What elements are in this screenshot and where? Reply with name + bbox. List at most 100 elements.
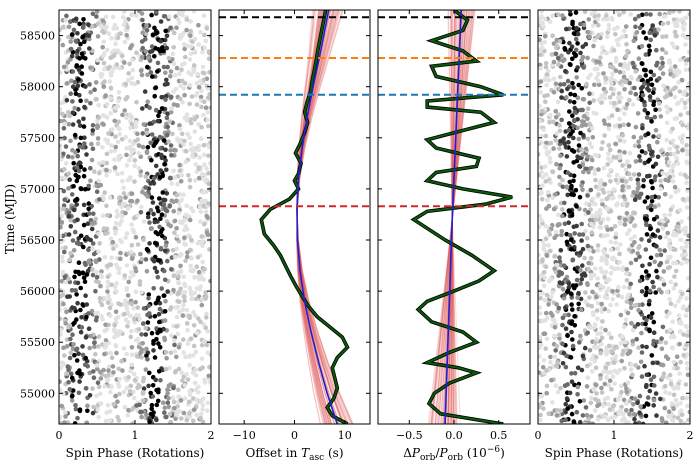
phase-point bbox=[589, 126, 595, 131]
phase-point bbox=[576, 301, 581, 307]
phase-point bbox=[115, 399, 120, 405]
phase-point bbox=[635, 111, 641, 116]
phase-point bbox=[114, 289, 119, 294]
phase-point bbox=[204, 26, 210, 31]
phase-point bbox=[139, 290, 144, 295]
phase-point bbox=[596, 13, 601, 18]
phase-point bbox=[666, 178, 671, 184]
phase-point bbox=[644, 344, 649, 350]
phase-point bbox=[588, 400, 594, 406]
phase-point bbox=[643, 35, 649, 41]
phase-point bbox=[95, 366, 100, 372]
phase-point bbox=[680, 395, 685, 401]
phase-point bbox=[678, 401, 683, 406]
phase-point bbox=[167, 411, 173, 417]
phase-point bbox=[679, 139, 685, 145]
phase-point bbox=[666, 243, 672, 249]
phase-point bbox=[539, 169, 544, 175]
phase-point bbox=[113, 343, 119, 348]
phase-point bbox=[79, 315, 84, 320]
phase-point bbox=[585, 363, 590, 369]
phase-point bbox=[60, 269, 66, 275]
phase-point bbox=[124, 152, 129, 158]
phase-point bbox=[154, 241, 159, 246]
phase-point bbox=[198, 94, 204, 100]
phase-point bbox=[91, 211, 96, 216]
phase-point bbox=[124, 146, 129, 151]
phase-point bbox=[642, 81, 647, 86]
phase-point bbox=[633, 363, 638, 368]
phase-point bbox=[587, 91, 592, 96]
phase-point bbox=[158, 39, 163, 44]
phase-point bbox=[168, 350, 174, 356]
phase-point bbox=[668, 194, 674, 200]
phase-point bbox=[557, 123, 562, 128]
phase-point bbox=[82, 135, 87, 140]
phase-point bbox=[619, 404, 624, 410]
phase-point bbox=[109, 255, 114, 261]
phase-point bbox=[624, 278, 630, 283]
phase-point bbox=[82, 279, 88, 285]
phase-point bbox=[61, 126, 67, 131]
phase-point bbox=[635, 177, 641, 183]
phase-point bbox=[648, 377, 654, 383]
phase-point bbox=[635, 186, 641, 191]
phase-point bbox=[591, 387, 597, 393]
phase-point bbox=[176, 366, 182, 372]
phase-point bbox=[74, 165, 80, 170]
phase-point bbox=[200, 419, 206, 424]
phase-point bbox=[131, 395, 137, 401]
phase-point bbox=[616, 91, 622, 96]
phase-point bbox=[632, 85, 637, 91]
phase-point bbox=[89, 157, 95, 163]
phase-point bbox=[158, 146, 163, 151]
phase-point bbox=[631, 172, 637, 177]
phase-point bbox=[674, 33, 679, 39]
phase-point bbox=[576, 155, 582, 161]
phase-point bbox=[119, 218, 124, 224]
phase-point bbox=[75, 280, 81, 286]
phase-point bbox=[139, 204, 144, 210]
phase-point bbox=[100, 18, 106, 23]
phase-point bbox=[96, 334, 102, 339]
phase-point bbox=[112, 225, 118, 231]
phase-point bbox=[683, 35, 688, 40]
phase-point bbox=[565, 78, 571, 84]
phase-point bbox=[145, 357, 150, 362]
phase-point bbox=[623, 217, 628, 223]
phase-point bbox=[684, 307, 690, 313]
phase-point bbox=[555, 99, 561, 105]
phase-point bbox=[651, 134, 656, 139]
phase-point bbox=[203, 325, 208, 331]
phase-point bbox=[560, 286, 566, 292]
phase-point bbox=[664, 172, 670, 177]
phase-point bbox=[598, 373, 603, 378]
phase-point bbox=[75, 415, 80, 421]
phase-point bbox=[650, 279, 655, 285]
phase-point bbox=[572, 231, 577, 236]
phase-point bbox=[673, 398, 679, 403]
phase-point bbox=[76, 351, 81, 357]
phase-point bbox=[561, 263, 567, 269]
phase-point bbox=[185, 233, 191, 238]
phase-point bbox=[636, 245, 641, 251]
phase-point bbox=[94, 96, 99, 102]
phase-point bbox=[538, 417, 543, 423]
phase-point bbox=[161, 64, 167, 70]
phase-point bbox=[674, 354, 680, 360]
phase-point bbox=[66, 276, 71, 282]
phase-point bbox=[579, 272, 585, 278]
phase-point bbox=[187, 411, 192, 416]
phase-point bbox=[585, 154, 590, 159]
phase-point bbox=[614, 172, 620, 178]
phase-point bbox=[553, 115, 559, 120]
phase-point bbox=[641, 404, 647, 409]
phase-point bbox=[153, 163, 159, 169]
phase-point bbox=[172, 72, 178, 78]
phase-point bbox=[600, 187, 605, 192]
phase-point bbox=[60, 259, 65, 264]
phase-point bbox=[196, 165, 202, 170]
phase-point bbox=[145, 72, 150, 78]
phase-point bbox=[644, 372, 650, 378]
phase-point bbox=[139, 256, 145, 262]
